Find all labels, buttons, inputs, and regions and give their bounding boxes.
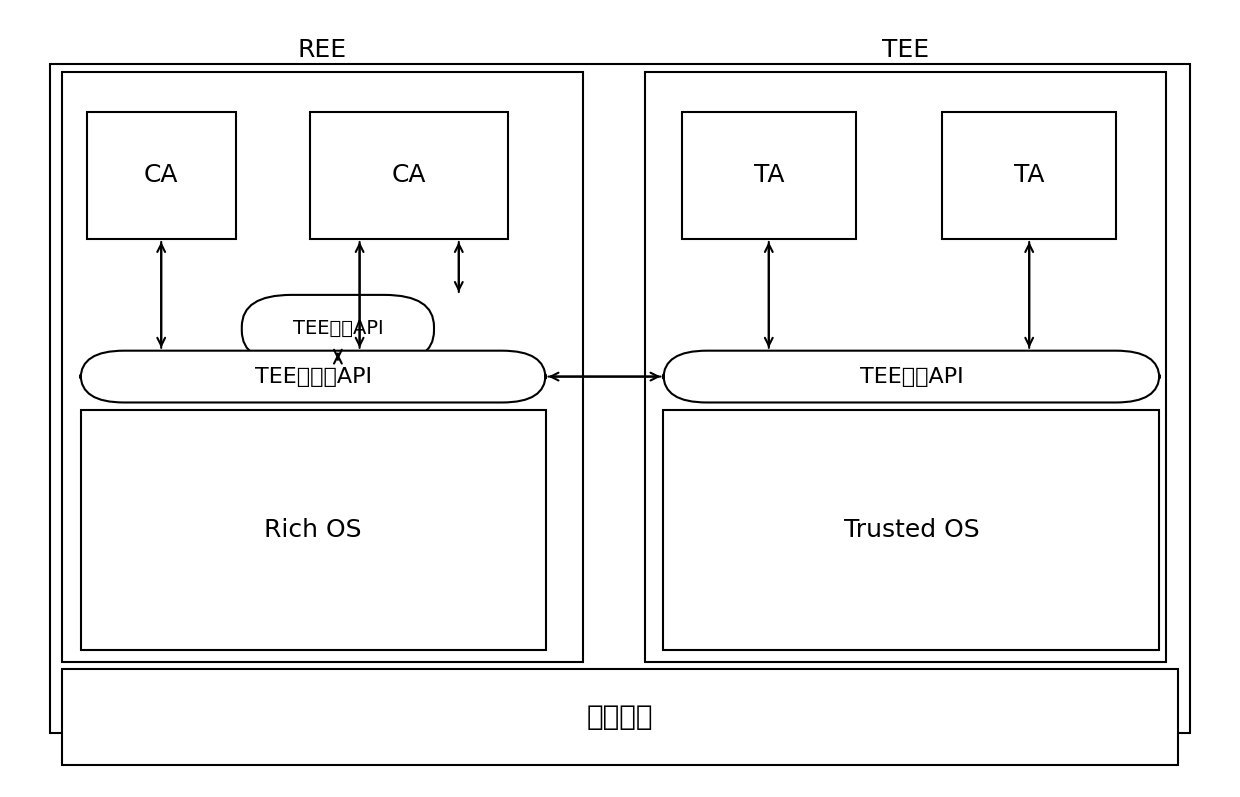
Text: TEE功能API: TEE功能API — [293, 320, 383, 338]
Bar — [310, 112, 508, 239]
Bar — [62, 669, 1178, 765]
Text: TA: TA — [1014, 163, 1044, 187]
Bar — [62, 72, 583, 662]
Text: CA: CA — [144, 163, 179, 187]
Text: Trusted OS: Trusted OS — [843, 518, 980, 542]
Bar — [645, 72, 1166, 662]
Text: TA: TA — [754, 163, 784, 187]
Text: REE: REE — [298, 38, 347, 62]
Bar — [87, 112, 236, 239]
Bar — [663, 410, 1159, 650]
FancyBboxPatch shape — [81, 351, 546, 402]
Bar — [942, 112, 1116, 239]
Text: Rich OS: Rich OS — [264, 518, 362, 542]
Bar — [682, 112, 856, 239]
Bar — [81, 410, 546, 650]
FancyBboxPatch shape — [663, 351, 1159, 402]
Text: TEE客户端API: TEE客户端API — [254, 367, 372, 387]
FancyBboxPatch shape — [242, 295, 434, 363]
Bar — [50, 64, 1190, 733]
Text: TEE: TEE — [882, 38, 929, 62]
Text: TEE内部API: TEE内部API — [859, 367, 963, 387]
Text: 硬件平台: 硬件平台 — [587, 703, 653, 732]
Text: CA: CA — [392, 163, 427, 187]
